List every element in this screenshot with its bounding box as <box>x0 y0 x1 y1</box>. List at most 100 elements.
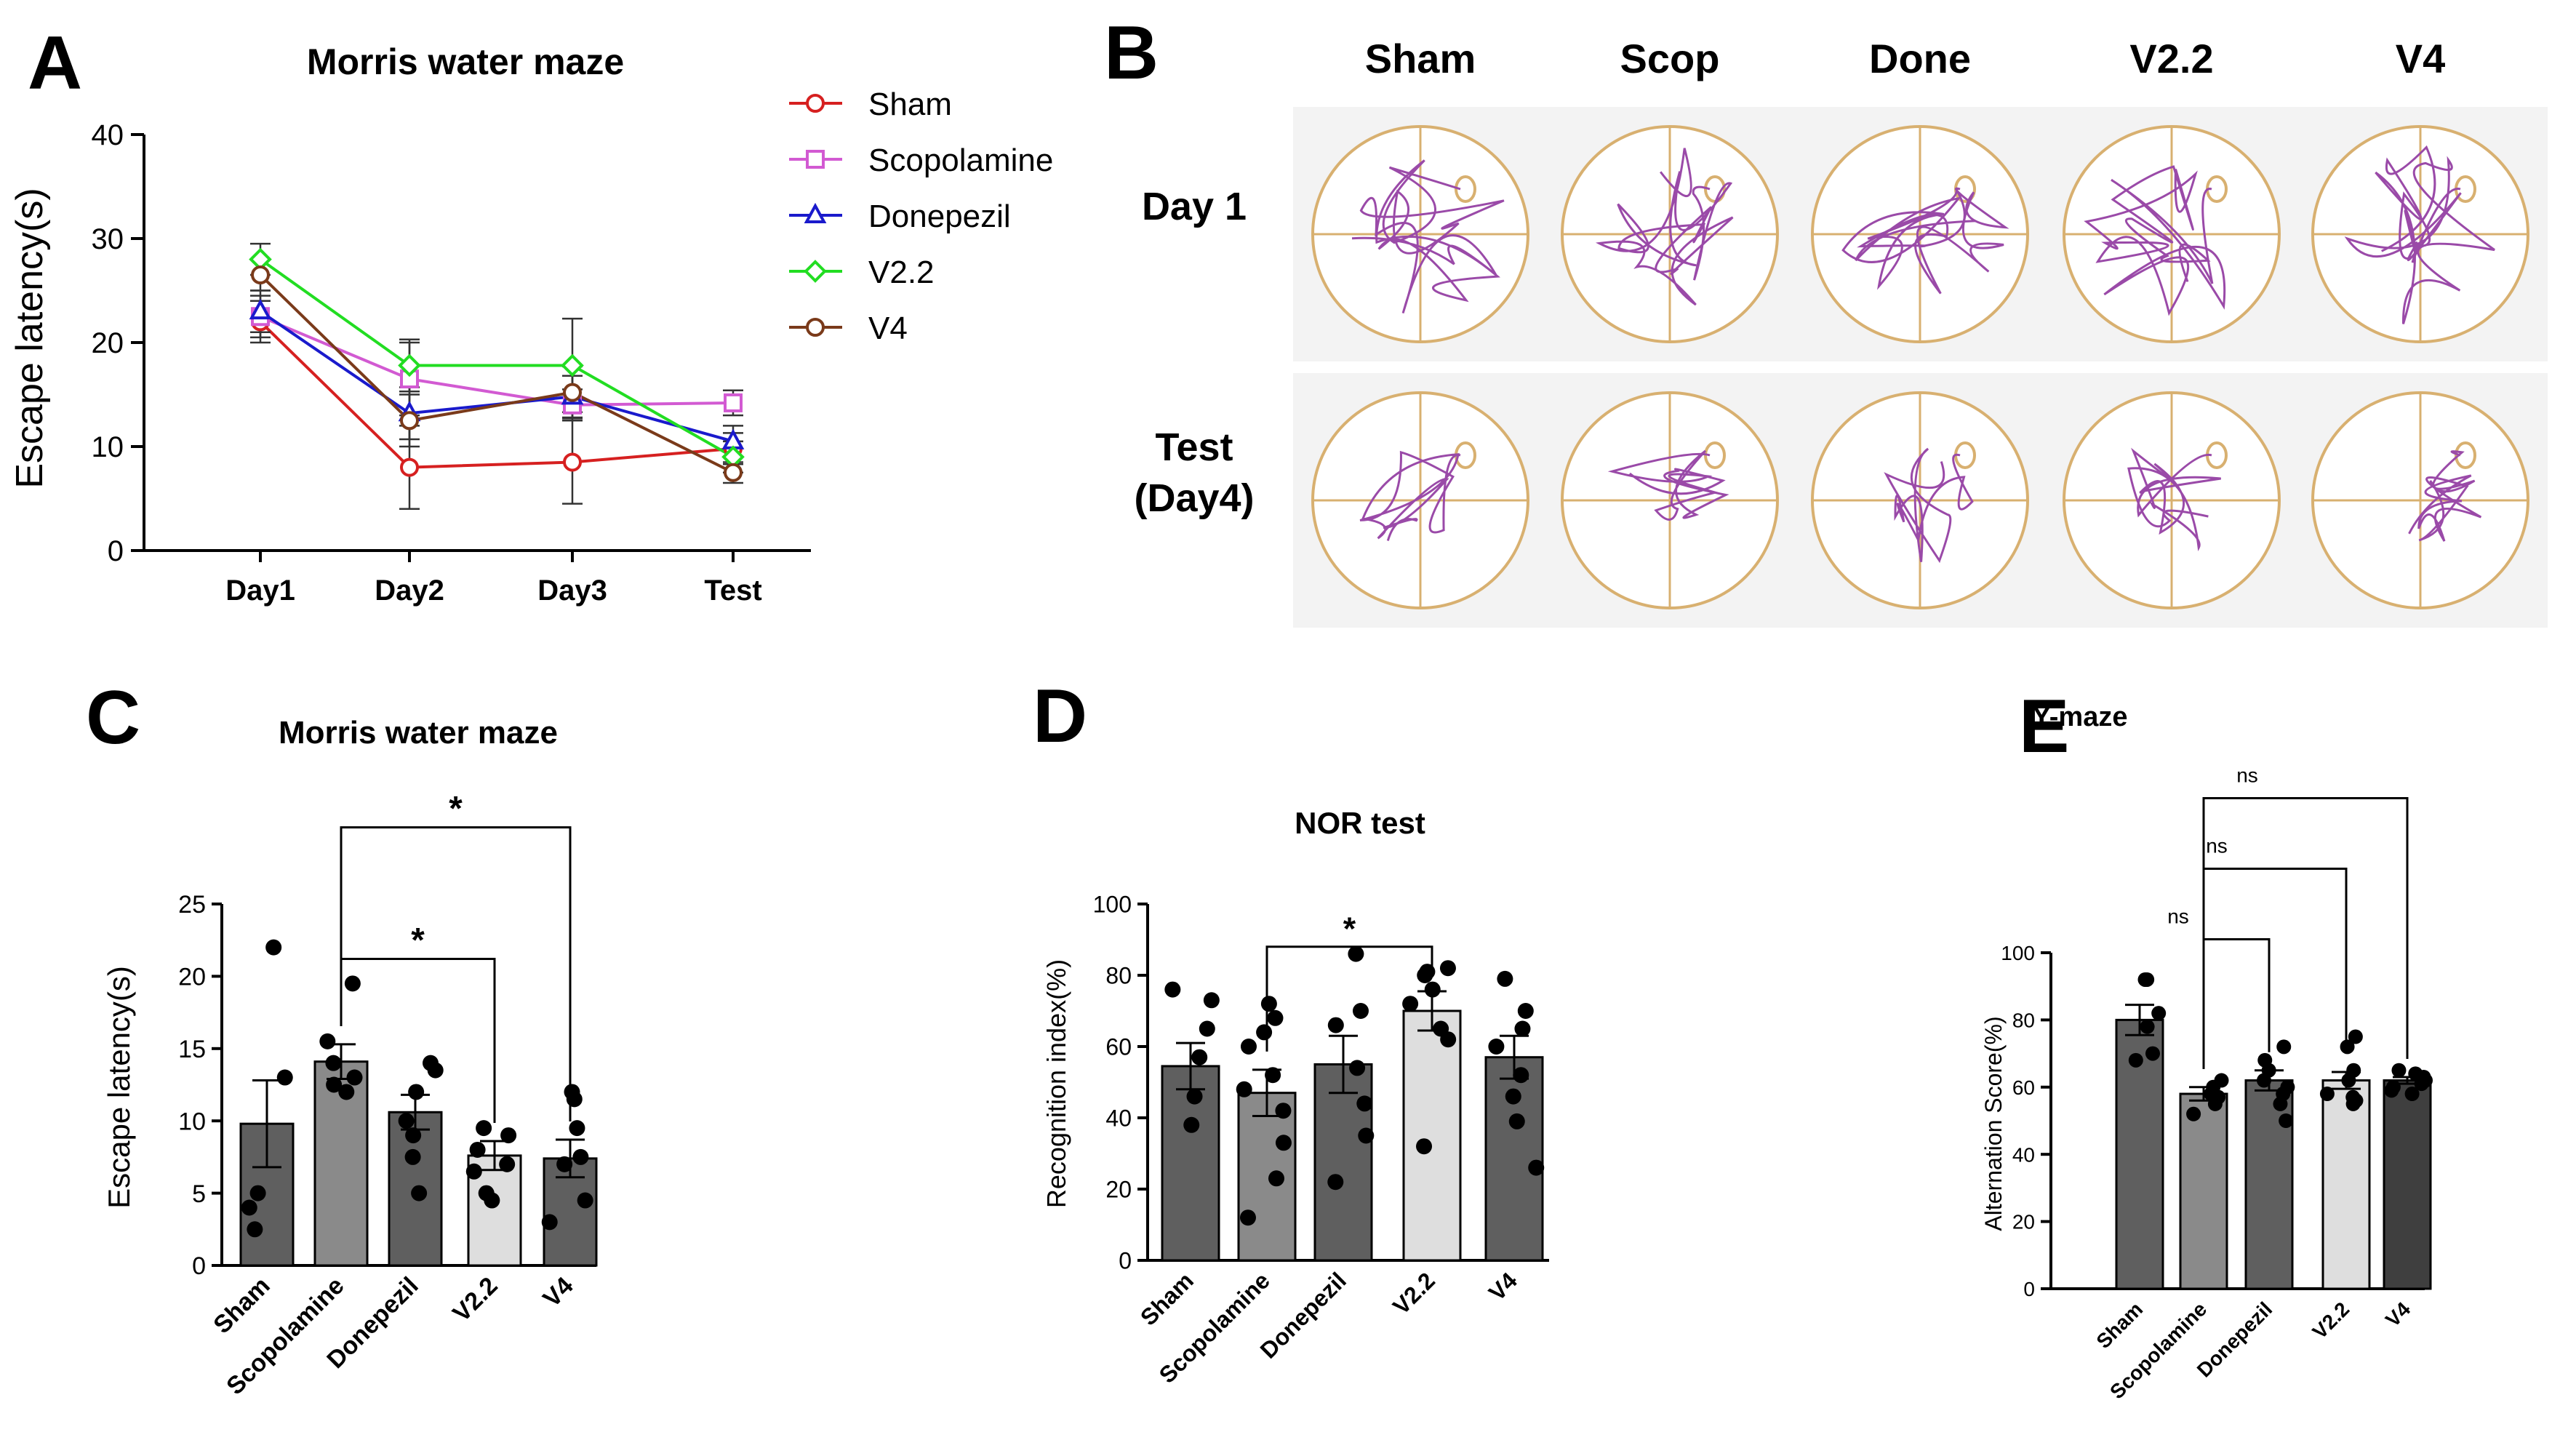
panel-d-data-point <box>1239 1209 1256 1226</box>
panel-c-data-point <box>476 1120 492 1137</box>
panel-a-point-v22 <box>561 353 584 377</box>
panel-c-y-tick-label: 25 <box>178 891 206 919</box>
panel-d-data-point <box>1440 1031 1457 1048</box>
panel-d-data-point <box>1348 945 1364 962</box>
panel-b-label: B <box>1104 11 1159 95</box>
panel-d-data-point <box>1514 1020 1531 1037</box>
panel-c-data-point <box>484 1192 500 1209</box>
panel-e-data-point <box>2145 1046 2160 1061</box>
panel-e-data-point <box>2340 1039 2355 1055</box>
panel-a-ylabel: Escape latency(s) <box>9 188 51 488</box>
panel-d-y-tick-label: 100 <box>1093 892 1132 918</box>
panel-e-y-tick-label: 0 <box>2023 1278 2035 1300</box>
panel-d-y-tick-label: 80 <box>1105 963 1132 989</box>
panel-b-swim-track <box>1841 187 2009 295</box>
panel-c-data-point <box>344 975 361 992</box>
panel-e-data-point <box>2137 972 2153 987</box>
panel-b-swim-track <box>1607 449 1729 521</box>
panel-d-bar-scopolamine <box>1237 1092 1297 1262</box>
panel-d-data-point <box>1199 1020 1215 1037</box>
panel-c-title: Morris water maze <box>279 715 558 751</box>
panel-a-point-scopolamine <box>724 393 743 412</box>
panel-b-swim-track <box>2344 145 2495 324</box>
panel-d-data-point <box>1164 981 1181 998</box>
panel-c-data-point <box>405 1127 422 1144</box>
panel-b-swim-track <box>2084 165 2226 316</box>
panel-c-significance-label: * <box>411 921 425 960</box>
panel-a-point-v22 <box>398 353 421 377</box>
panel-e-bar-v4 <box>2383 1079 2432 1290</box>
panel-a-y-tick-label: 30 <box>92 223 124 255</box>
panel-c-y-tick-label: 0 <box>192 1252 206 1280</box>
panel-b-track-grid: Sham Scop Done V2.2 V4 Day 1 Test (Day4) <box>1134 36 2548 628</box>
panel-e-bar-donepezil <box>2244 1079 2294 1290</box>
panel-a-series-line-donepezil <box>259 310 734 443</box>
panel-d-bar-v4 <box>1484 1056 1544 1262</box>
panel-c-significance-label: * <box>449 790 463 828</box>
panel-c-data-point <box>566 1091 583 1108</box>
panel-d-bar-v22 <box>1402 1009 1462 1262</box>
panel-d-data-point <box>1356 1095 1373 1112</box>
panel-e-data-point <box>2207 1096 2223 1111</box>
panel-d-data-point <box>1260 996 1277 1012</box>
legend-marker-v22 <box>804 260 827 283</box>
panel-a-point-sham <box>563 452 582 472</box>
panel-e-title: Y-maze <box>2033 702 2128 732</box>
panel-c-y-tick-label: 10 <box>178 1108 206 1135</box>
panel-b-swim-track <box>2127 447 2221 551</box>
panel-e-data-point <box>2276 1039 2292 1055</box>
panel-b-column-label: Done <box>1869 36 1971 81</box>
panel-c-data-point <box>276 1069 293 1086</box>
panel-a-x-tick-label: Day2 <box>375 575 444 607</box>
panel-d-data-point <box>1505 1088 1521 1105</box>
panel-c-data-point <box>241 1199 257 1216</box>
panel-e-data-point <box>2348 1029 2363 1044</box>
panel-a-x-tick-label: Test <box>704 575 761 607</box>
legend-marker-sham <box>806 94 825 113</box>
legend-marker-v4 <box>806 318 825 337</box>
panel-a-series <box>249 242 745 511</box>
panel-c-data-point <box>325 1055 342 1071</box>
panel-d-data-point <box>1488 1039 1505 1055</box>
panel-b-column-label: V2.2 <box>2129 36 2213 81</box>
panel-d-y-tick-label: 20 <box>1105 1177 1132 1203</box>
panel-e-ylabel: Alternation Score(%) <box>1980 1016 2007 1231</box>
panel-e-data-point <box>2384 1083 2399 1098</box>
panel-e-significance-label: ns <box>2236 764 2258 786</box>
panel-e-data-point <box>2391 1063 2407 1078</box>
legend-label-scopolamine: Scopolamine <box>868 143 1053 178</box>
panel-c-y-tick-label: 20 <box>178 964 206 991</box>
panel-e-data-point <box>2151 1006 2167 1021</box>
panel-b-column-label: Scop <box>1620 36 1720 81</box>
panel-d-data-point <box>1439 960 1456 977</box>
panel-b-row-label: (Day4) <box>1134 476 1254 520</box>
panel-d-data-point <box>1256 1024 1273 1041</box>
panel-a-point-sham <box>400 457 419 477</box>
panel-a-point-v4 <box>724 463 743 482</box>
panel-e-significance-label: ns <box>2206 835 2228 857</box>
panel-c-y-tick-label: 5 <box>192 1180 206 1208</box>
panel-c-data-point <box>556 1156 573 1172</box>
legend-label-donepezil: Donepezil <box>868 199 1011 234</box>
panel-c-y-tick-label: 15 <box>178 1036 206 1063</box>
panel-d-y-tick-label: 40 <box>1105 1105 1132 1132</box>
panel-c-data-point <box>569 1120 585 1137</box>
panel-c-data-point <box>577 1192 593 1209</box>
panel-d-data-point <box>1352 1003 1369 1019</box>
panel-e-label: E <box>2019 684 2069 769</box>
panel-c-data-point <box>319 1033 336 1049</box>
panel-b-swim-track <box>2408 450 2482 542</box>
panel-d-data-point <box>1186 1088 1203 1105</box>
panel-e-data-point <box>2319 1087 2335 1102</box>
panel-d-data-point <box>1508 1113 1525 1129</box>
panel-c-data-point <box>265 939 282 956</box>
panel-b-swim-track <box>1351 159 1505 314</box>
panel-e-data-point <box>2128 1052 2143 1068</box>
legend-marker-scopolamine <box>806 150 825 169</box>
panel-e-significance-bracket <box>2202 796 2409 1069</box>
panel-a-y-tick-label: 20 <box>92 327 124 359</box>
legend-label-v22: V2.2 <box>868 255 935 290</box>
panel-a-point-v4 <box>563 383 582 402</box>
panel-c-significance-bracket <box>340 826 572 1122</box>
